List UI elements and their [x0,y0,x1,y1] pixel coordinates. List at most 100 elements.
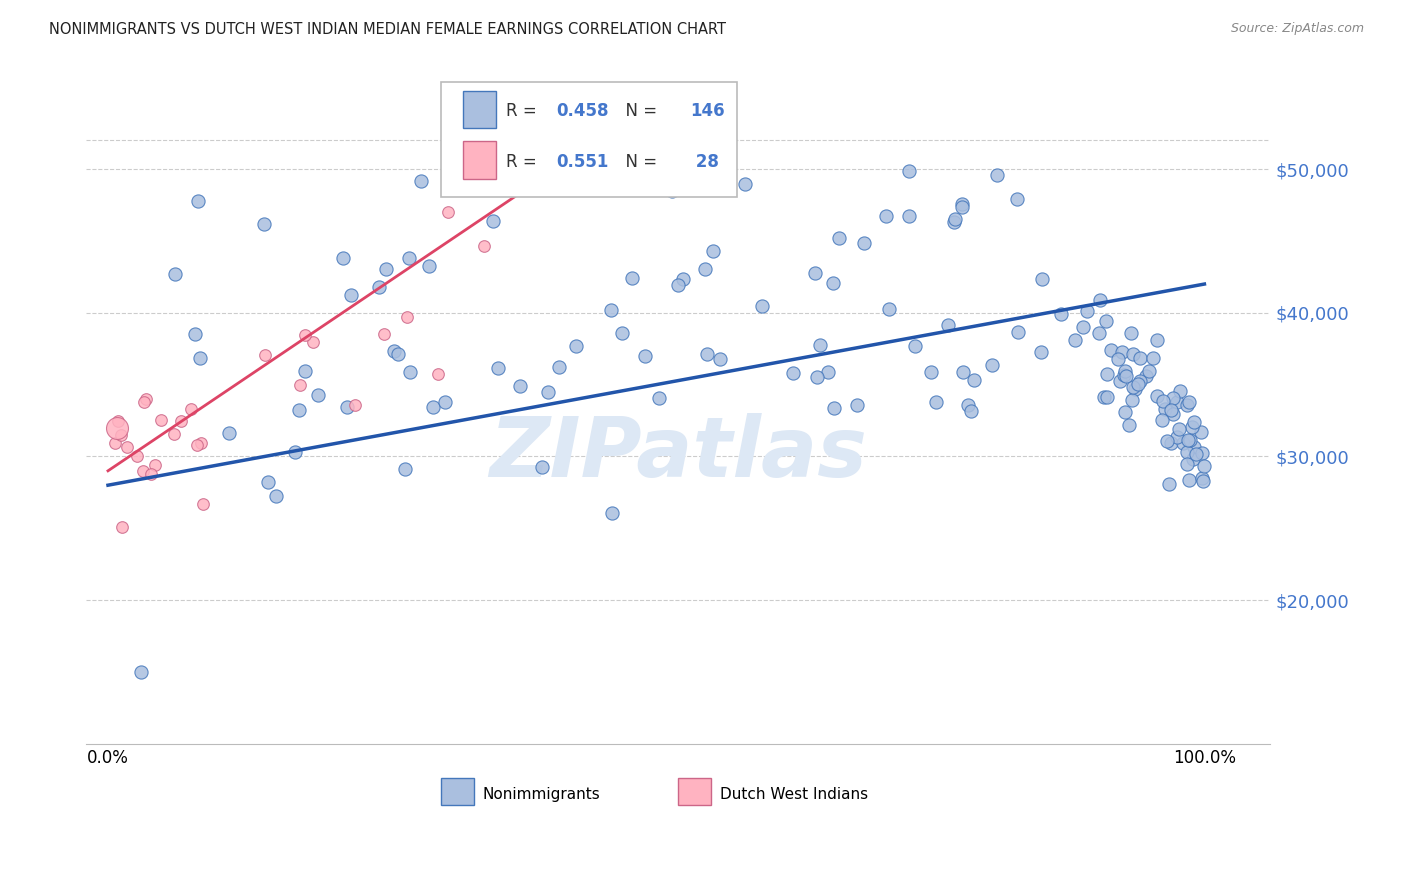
Point [382,344,405,359]
Point [548,359,571,374]
Point [1064,333,1087,347]
Point [612,326,634,340]
Point [1128,377,1150,392]
Point [187,194,209,209]
Point [804,266,827,280]
Point [288,403,311,417]
Point [531,459,554,474]
Point [823,401,845,415]
Point [920,365,942,379]
Point [1191,471,1213,485]
Point [734,177,756,191]
Point [1171,435,1194,450]
Point [634,349,657,363]
Point [339,288,361,302]
Text: ZIPatlas: ZIPatlas [489,413,868,494]
Point [1088,293,1111,308]
Point [1118,418,1140,433]
Point [957,398,980,412]
Point [1170,384,1192,399]
Text: N =: N = [616,153,662,170]
Point [1107,352,1129,367]
Point [180,402,202,417]
Text: Dutch West Indians: Dutch West Indians [720,787,868,802]
Point [1092,390,1115,404]
Point [936,318,959,332]
Point [1123,382,1146,396]
Point [135,392,157,406]
Text: R =: R = [506,153,543,170]
Point [879,301,901,316]
Point [257,475,280,489]
Point [1128,351,1150,366]
Bar [678,778,711,805]
Point [422,401,444,415]
Point [1142,351,1164,365]
Point [806,369,828,384]
Point [1029,345,1052,359]
Point [1185,447,1208,461]
Point [266,489,288,503]
FancyBboxPatch shape [441,82,737,197]
Point [472,239,495,253]
Point [288,378,311,392]
Point [845,398,868,412]
Point [284,444,307,458]
Point [898,164,921,178]
Bar [463,142,496,178]
Point [115,440,138,454]
Point [1182,441,1205,455]
Point [1156,434,1178,448]
Point [387,347,409,361]
Point [1178,395,1201,409]
Point [1115,368,1137,383]
Point [1160,436,1182,450]
Point [648,391,671,405]
Point [1135,369,1157,384]
Point [253,217,276,231]
Point [1099,343,1122,357]
Point [1119,326,1142,340]
Point [434,395,457,409]
Point [399,365,422,379]
Text: 146: 146 [690,102,724,120]
Point [942,215,965,229]
Point [924,395,946,409]
Text: 28: 28 [690,153,718,170]
Point [394,461,416,475]
Point [191,497,214,511]
Point [1114,364,1136,378]
Point [1146,333,1168,347]
Point [170,415,193,429]
Point [875,209,897,223]
Point [1137,364,1160,378]
Point [184,326,207,341]
Point [1111,344,1133,359]
Point [427,367,450,381]
Point [696,347,718,361]
Point [1129,375,1152,389]
Point [943,211,966,226]
Point [143,458,166,472]
Point [1146,389,1168,403]
Point [1112,368,1135,382]
Point [1161,391,1184,405]
Point [1161,407,1184,421]
Point [808,337,831,351]
Point [332,251,354,265]
Point [150,413,173,427]
Point [852,236,875,251]
Point [1121,392,1143,407]
Point [1122,380,1144,394]
Point [898,209,921,223]
Point [960,404,983,418]
Point [396,310,419,325]
Text: 0.551: 0.551 [557,153,609,170]
Point [661,184,683,198]
Point [904,339,927,353]
Point [817,365,839,379]
Point [418,259,440,273]
Point [1166,430,1188,444]
Point [1175,444,1198,458]
Point [105,421,128,435]
